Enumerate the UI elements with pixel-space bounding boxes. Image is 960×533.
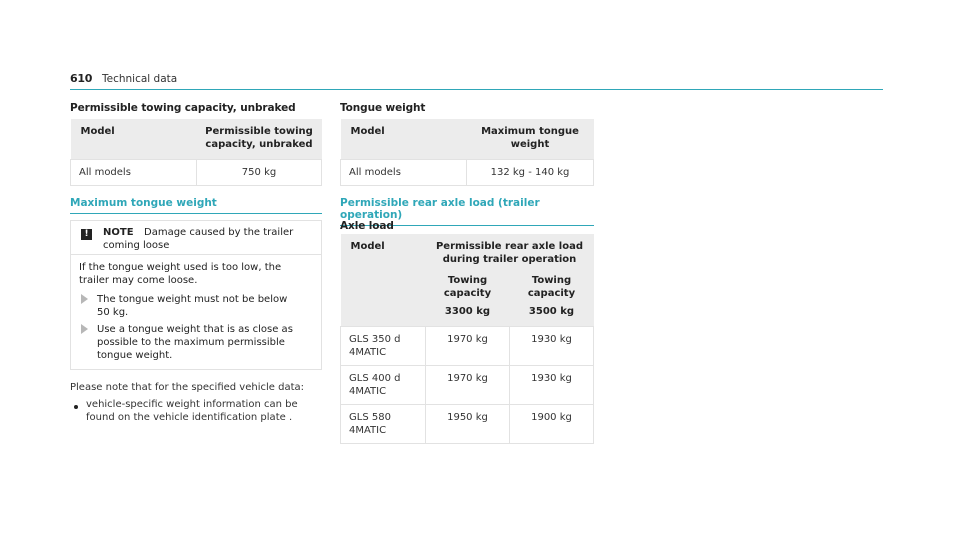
- cell-model: GLS 400 d 4MATIC: [340, 365, 426, 405]
- cell-value: 1900 kg: [508, 404, 595, 444]
- axle-load-table: Model Permissible rear axle load during …: [340, 234, 595, 444]
- column-header-capacity-3300: Towing capacity 3300 kg: [425, 270, 510, 327]
- page-title: Technical data: [102, 73, 178, 85]
- column-header-capacity-3500: Towing capacity 3500 kg: [509, 270, 594, 327]
- tongue-weight-title: Tongue weight: [340, 102, 426, 114]
- cell-model: All models: [70, 159, 197, 186]
- tongue-weight-table: Model Maximum tongue weight All models 1…: [340, 119, 594, 186]
- column-header-max-tongue: Maximum tongue weight: [466, 119, 594, 160]
- note-header: ! NOTE Damage caused by the trailer comi…: [71, 221, 321, 255]
- cell-value: 1930 kg: [508, 326, 595, 366]
- table-subheader-row: Towing capacity 3300 kg Towing capacity …: [341, 270, 594, 327]
- table-row: GLS 580 4MATIC 1950 kg 1900 kg: [340, 404, 595, 444]
- column-header-axle-load: Permissible rear axle load during traile…: [425, 234, 594, 270]
- page-header: 610 Technical data: [70, 70, 883, 90]
- max-tongue-section-title: Maximum tongue weight: [70, 197, 322, 214]
- cell-value: 750 kg: [196, 159, 322, 186]
- cell-model: GLS 350 d 4MATIC: [340, 326, 426, 366]
- note-text: Damage caused by the trailer: [144, 227, 294, 238]
- arrow-right-icon: [81, 324, 88, 334]
- paragraph: Please note that for the specified vehic…: [70, 382, 304, 393]
- table-header-row: Model Permissible rear axle load during …: [340, 234, 594, 327]
- table-row: GLS 400 d 4MATIC 1970 kg 1930 kg: [340, 365, 595, 405]
- note-box: ! NOTE Damage caused by the trailer comi…: [70, 220, 322, 370]
- bullet-icon: [74, 405, 78, 409]
- towing-unbraked-table: Model Permissible towing capacity, unbra…: [70, 119, 322, 186]
- cell-value: 1970 kg: [425, 326, 510, 366]
- bullet-item: vehicle-specific weight information can …: [86, 399, 298, 423]
- note-text: coming loose: [103, 240, 170, 251]
- column-header-model: Model: [340, 119, 467, 160]
- cell-value: 132 kg - 140 kg: [466, 159, 594, 186]
- cell-model: GLS 580 4MATIC: [340, 404, 426, 444]
- column-header-model: Model: [340, 234, 426, 327]
- note-intro: If the tongue weight used is too low, th…: [79, 262, 282, 286]
- note-label: NOTE: [103, 227, 134, 238]
- cell-value: 1970 kg: [425, 365, 510, 405]
- table-header-row: Model Maximum tongue weight: [340, 119, 594, 160]
- table-row: All models 132 kg - 140 kg: [340, 159, 594, 186]
- column-header-model: Model: [70, 119, 197, 160]
- towing-unbraked-title: Permissible towing capacity, unbraked: [70, 102, 296, 114]
- axle-load-subtitle: Axle load: [340, 220, 394, 232]
- cell-model: All models: [340, 159, 467, 186]
- page-number: 610: [70, 72, 93, 85]
- table-header-row: Model Permissible towing capacity, unbra…: [70, 119, 322, 160]
- arrow-right-icon: [81, 294, 88, 304]
- table-row: All models 750 kg: [70, 159, 322, 186]
- cell-value: 1930 kg: [508, 365, 595, 405]
- exclamation-icon: !: [81, 229, 92, 240]
- axle-section-title: Permissible rear axle load (trailer oper…: [340, 197, 594, 226]
- cell-value: 1950 kg: [425, 404, 510, 444]
- table-row: GLS 350 d 4MATIC 1970 kg 1930 kg: [340, 326, 595, 366]
- column-header-capacity: Permissible towing capacity, unbraked: [196, 119, 322, 160]
